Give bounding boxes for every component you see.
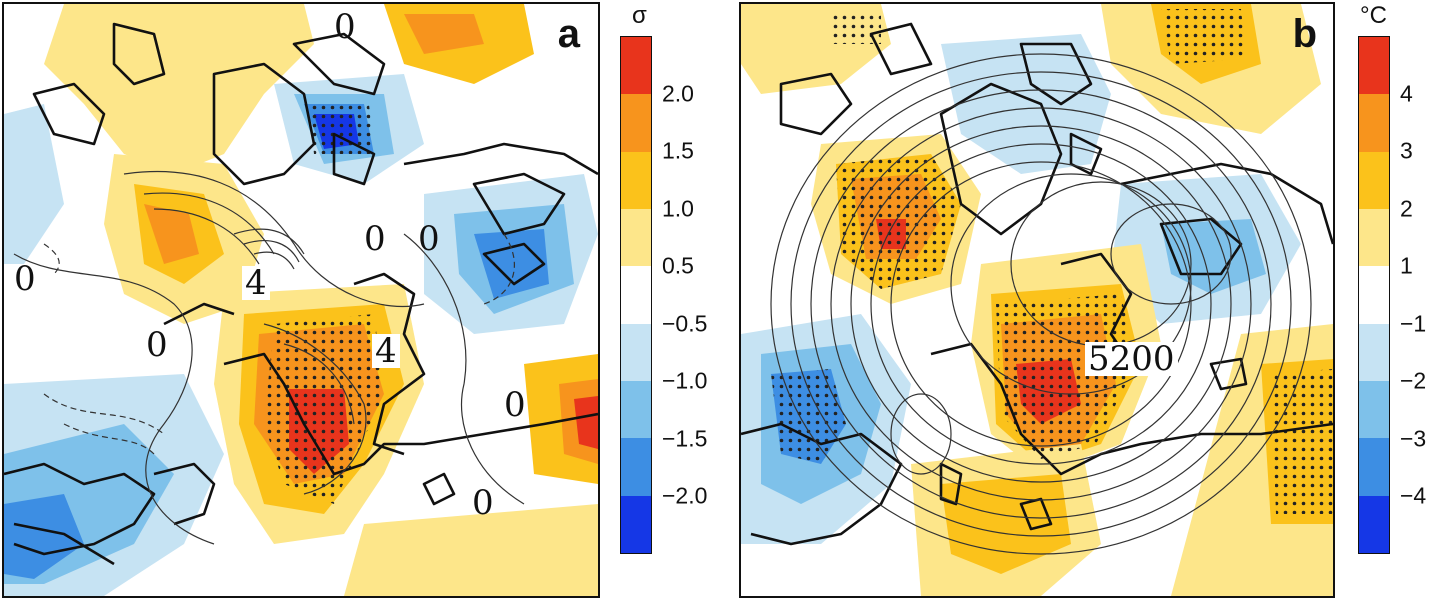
colorbar-tick-label: 4 xyxy=(1400,80,1413,107)
colorbar-segment xyxy=(1359,208,1389,267)
colorbar-tick-label: −1.5 xyxy=(662,425,708,452)
colorbar-tick-label: 0.5 xyxy=(662,252,694,279)
panel-letter-a: a xyxy=(557,12,580,56)
colorbar-tick-label: 1.5 xyxy=(662,137,694,164)
colorbar-tick-label: −1.0 xyxy=(662,367,708,394)
map-panel-a: 0 0 0 0 4 4 0 0 0 a xyxy=(2,2,600,598)
colorbar-segment xyxy=(1359,438,1389,496)
anomaly-map-a xyxy=(4,4,598,596)
colorbar-b-unit: °C xyxy=(1360,2,1387,29)
colorbar-tick-label: 1.0 xyxy=(662,195,694,222)
contour-label: 0 xyxy=(146,325,168,365)
colorbar-tick-label: −0.5 xyxy=(662,310,708,337)
colorbar-b xyxy=(1358,36,1390,554)
colorbar-segment xyxy=(1359,323,1389,381)
map-panel-b: 5200 b xyxy=(739,2,1335,598)
colorbar-tick-label: −3 xyxy=(1400,425,1427,452)
contour-label: 0 xyxy=(504,385,526,425)
colorbar-segment xyxy=(621,438,651,496)
colorbar-segment xyxy=(621,208,651,267)
colorbar-segment xyxy=(621,323,651,381)
colorbar-tick-label: 2.0 xyxy=(662,80,694,107)
colorbar-tick-label: −2 xyxy=(1400,367,1427,394)
contour-label: 4 xyxy=(242,266,270,300)
colorbar-segment xyxy=(621,151,651,209)
contour-label: 0 xyxy=(334,7,356,47)
colorbar-tick-label: 3 xyxy=(1400,137,1413,164)
colorbar-segment xyxy=(1359,380,1389,439)
colorbar-segment xyxy=(621,266,651,324)
colorbar-tick-label: −1 xyxy=(1400,310,1427,337)
colorbar-segment xyxy=(621,94,651,152)
colorbar-tick-label: 2 xyxy=(1400,195,1413,222)
contour-label: 0 xyxy=(14,259,36,299)
colorbar-tick-label: 1 xyxy=(1400,252,1413,279)
colorbar-segment xyxy=(1359,151,1389,209)
colorbar-segment xyxy=(1359,266,1389,324)
colorbar-segment xyxy=(621,37,651,95)
colorbar-segment xyxy=(1359,94,1389,152)
temperature-map-b xyxy=(741,4,1333,596)
colorbar-a-unit: σ xyxy=(632,2,647,29)
colorbar-segment xyxy=(1359,495,1389,553)
contour-label: 0 xyxy=(472,483,494,523)
contour-label: 0 xyxy=(364,219,386,259)
panel-letter-b: b xyxy=(1292,12,1317,56)
contour-label: 4 xyxy=(372,334,400,368)
colorbar-segment xyxy=(621,495,651,553)
colorbar-segment xyxy=(621,380,651,439)
colorbar-tick-label: −2.0 xyxy=(662,482,708,509)
colorbar-tick-label: −4 xyxy=(1400,482,1427,509)
colorbar-a xyxy=(620,36,652,554)
colorbar-segment xyxy=(1359,37,1389,95)
contour-label: 5200 xyxy=(1085,342,1178,376)
contour-label: 0 xyxy=(418,219,440,259)
